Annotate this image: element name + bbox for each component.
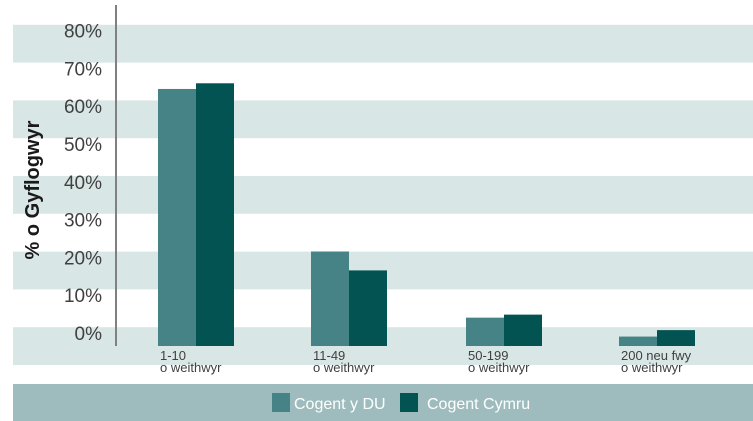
y-tick-label: 30% — [64, 211, 102, 232]
legend-swatch — [400, 393, 418, 412]
x-category-label: o weithwyr — [621, 360, 683, 375]
y-tick-labels: 0% 10% 20% 30% 40% 50% 60% 70% 80% — [64, 22, 102, 345]
y-tick-label: 40% — [64, 173, 102, 194]
legend-swatch — [272, 393, 290, 412]
bar-cogent-cymru — [504, 314, 542, 346]
y-tick-label: 60% — [64, 97, 102, 118]
bar-cogent-cymru — [196, 83, 234, 346]
legend-label: Cogent y DU — [294, 396, 386, 413]
bar-cogent-uk — [466, 317, 504, 346]
bar-cogent-uk — [311, 251, 349, 346]
y-tick-label: 50% — [64, 135, 102, 156]
y-axis-title: % o Gyflogwyr — [22, 120, 44, 259]
bar-cogent-cymru — [657, 330, 695, 346]
grid-band — [13, 176, 753, 214]
bar-cogent-cymru — [349, 270, 387, 346]
y-tick-label: 70% — [64, 59, 102, 80]
x-category-label: o weithwyr — [160, 360, 222, 375]
y-tick-label: 10% — [64, 286, 102, 307]
x-category-label: 11-49 — [313, 348, 345, 363]
x-category-label: o weithwyr — [468, 360, 530, 375]
x-category-label: 50-199 — [468, 348, 508, 363]
legend: Cogent y DU Cogent Cymru — [13, 384, 753, 421]
grid-band — [13, 24, 753, 63]
grid-band — [13, 100, 753, 139]
x-category-label: 200 neu fwy — [621, 348, 692, 363]
x-category-label: o weithwyr — [313, 360, 375, 375]
y-tick-label: 0% — [75, 324, 103, 345]
legend-bar — [13, 384, 753, 421]
bars — [158, 83, 695, 347]
bar-cogent-uk — [619, 336, 657, 346]
x-category-label: 1-10 — [160, 348, 186, 363]
legend-label: Cogent Cymru — [427, 396, 530, 413]
y-tick-label: 80% — [64, 22, 102, 43]
y-tick-label: 20% — [64, 248, 102, 269]
bar-cogent-uk — [158, 88, 196, 347]
